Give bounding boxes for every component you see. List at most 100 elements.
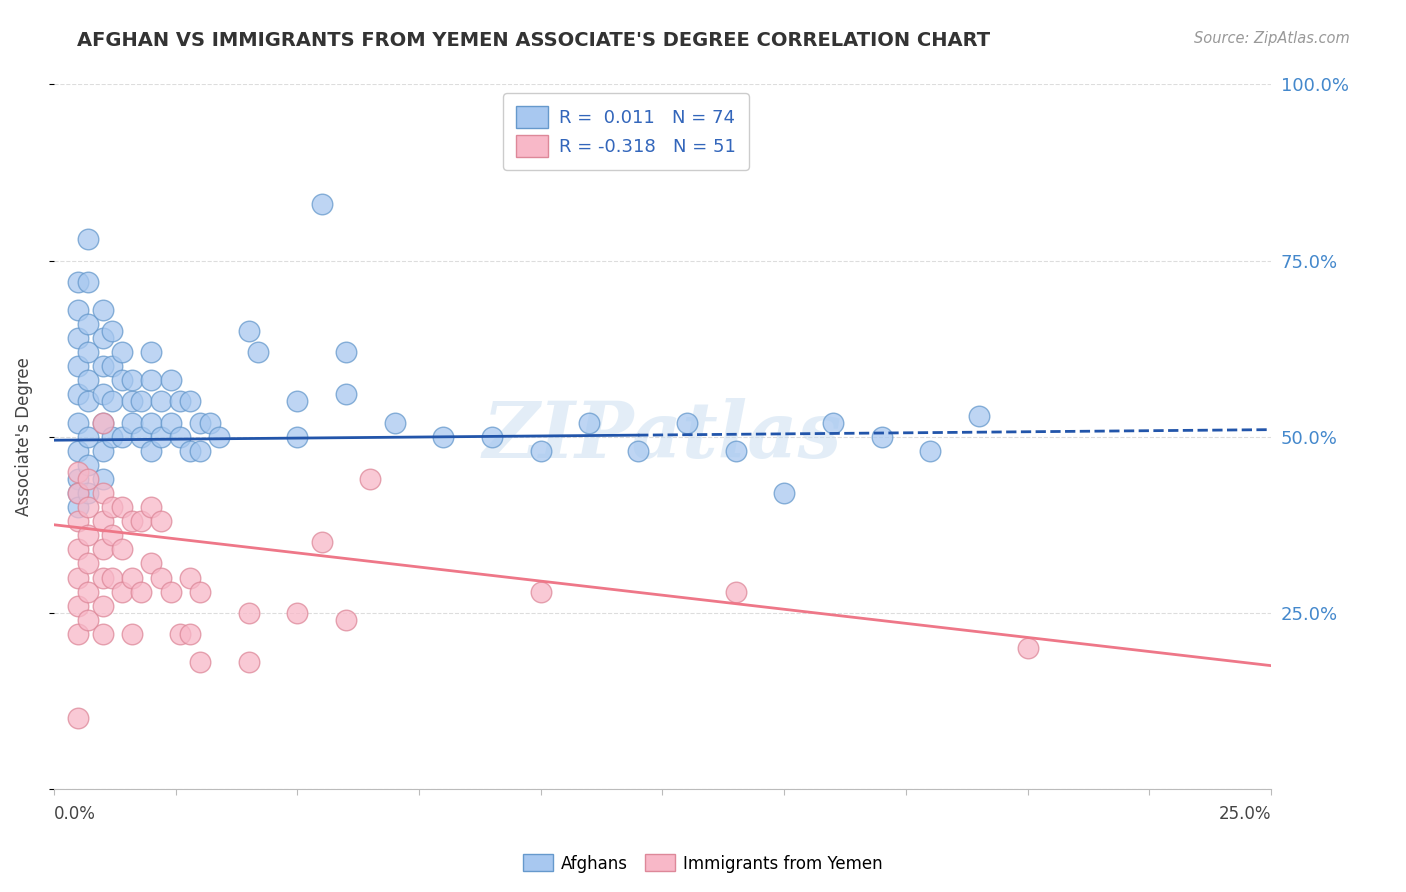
Point: [141, 443, 163, 458]
Legend: Afghans, Immigrants from Yemen: Afghans, Immigrants from Yemen: [516, 847, 890, 880]
Point: [91, 514, 114, 528]
Point: [238, 655, 260, 669]
Point: [141, 345, 163, 359]
Point: [131, 514, 153, 528]
Point: [179, 443, 201, 458]
Point: [285, 430, 308, 444]
Point: [77, 528, 100, 542]
Point: [141, 416, 163, 430]
Point: [159, 416, 181, 430]
Point: [67, 359, 90, 374]
Point: [67, 542, 90, 557]
Point: [149, 571, 172, 585]
Point: [101, 528, 124, 542]
Point: [131, 394, 153, 409]
Text: ZIPatlas: ZIPatlas: [482, 399, 842, 475]
Point: [121, 394, 143, 409]
Point: [91, 599, 114, 613]
Point: [77, 472, 100, 486]
Point: [432, 430, 454, 444]
Point: [141, 373, 163, 387]
Point: [627, 443, 650, 458]
Point: [77, 584, 100, 599]
Point: [967, 409, 990, 423]
Point: [77, 430, 100, 444]
Y-axis label: Associate's Degree: Associate's Degree: [15, 357, 32, 516]
Point: [121, 373, 143, 387]
Point: [91, 443, 114, 458]
Point: [77, 500, 100, 515]
Point: [111, 542, 134, 557]
Point: [311, 535, 333, 549]
Point: [67, 599, 90, 613]
Point: [870, 430, 893, 444]
Point: [67, 711, 90, 725]
Point: [91, 472, 114, 486]
Point: [1017, 640, 1039, 655]
Point: [111, 430, 134, 444]
Point: [77, 557, 100, 571]
Point: [179, 627, 201, 641]
Point: [91, 416, 114, 430]
Point: [101, 571, 124, 585]
Point: [91, 387, 114, 401]
Point: [91, 416, 114, 430]
Point: [285, 606, 308, 620]
Point: [285, 394, 308, 409]
Point: [724, 584, 747, 599]
Point: [91, 486, 114, 500]
Point: [131, 584, 153, 599]
Point: [198, 416, 221, 430]
Point: [121, 416, 143, 430]
Point: [159, 373, 181, 387]
Point: [67, 465, 90, 479]
Point: [188, 584, 211, 599]
Point: [67, 514, 90, 528]
Point: [77, 458, 100, 472]
Point: [77, 613, 100, 627]
Point: [121, 571, 143, 585]
Point: [101, 430, 124, 444]
Point: [77, 232, 100, 246]
Point: [335, 613, 357, 627]
Point: [169, 627, 191, 641]
Point: [111, 345, 134, 359]
Point: [111, 500, 134, 515]
Point: [188, 655, 211, 669]
Point: [67, 472, 90, 486]
Point: [159, 584, 181, 599]
Point: [675, 416, 697, 430]
Point: [91, 359, 114, 374]
Point: [101, 324, 124, 338]
Point: [311, 197, 333, 211]
Point: [773, 486, 796, 500]
Point: [359, 472, 381, 486]
Point: [67, 387, 90, 401]
Point: [91, 302, 114, 317]
Point: [149, 430, 172, 444]
Point: [77, 275, 100, 289]
Point: [724, 443, 747, 458]
Point: [101, 359, 124, 374]
Point: [188, 443, 211, 458]
Point: [67, 486, 90, 500]
Point: [141, 557, 163, 571]
Point: [821, 416, 844, 430]
Point: [121, 514, 143, 528]
Point: [67, 275, 90, 289]
Point: [481, 430, 503, 444]
Point: [141, 500, 163, 515]
Point: [169, 394, 191, 409]
Point: [101, 500, 124, 515]
Point: [149, 394, 172, 409]
Point: [530, 584, 553, 599]
Point: [238, 606, 260, 620]
Point: [67, 443, 90, 458]
Point: [121, 627, 143, 641]
Point: [179, 394, 201, 409]
Point: [91, 542, 114, 557]
Point: [530, 443, 553, 458]
Text: 0.0%: 0.0%: [53, 805, 96, 823]
Point: [920, 443, 942, 458]
Point: [67, 486, 90, 500]
